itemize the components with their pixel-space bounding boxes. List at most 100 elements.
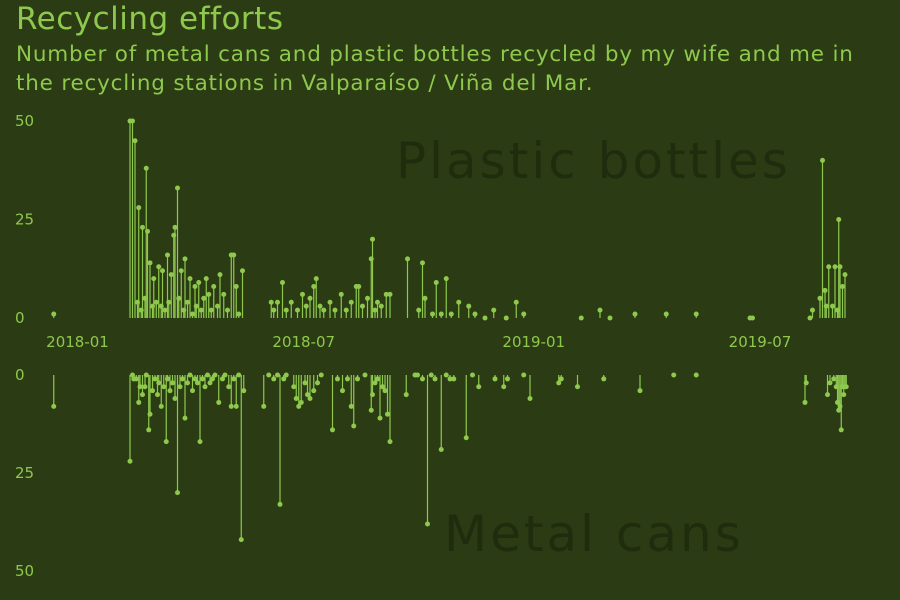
metal-cans-point	[226, 384, 232, 390]
plastic-bottles-point	[295, 307, 300, 313]
metal-cans-point	[803, 380, 809, 386]
metal-cans-point	[150, 388, 155, 394]
metal-cans-point	[222, 372, 228, 378]
plastic-bottles-point	[240, 268, 245, 274]
metal-cans-point	[146, 427, 152, 433]
plastic-bottles-point	[198, 307, 204, 313]
plastic-bottles-point	[271, 307, 277, 313]
metal-cans-point	[425, 521, 430, 527]
plastic-bottles-point	[160, 268, 165, 274]
plastic-bottles-point	[275, 299, 280, 305]
plastic-bottles-point	[156, 264, 162, 270]
metal-cans-point	[311, 388, 317, 394]
metal-cans-point	[463, 435, 469, 441]
plastic-bottles-point	[166, 299, 172, 305]
metal-cans-point	[527, 396, 533, 402]
plastic-bottles-point	[162, 307, 168, 313]
metal-cans-point	[377, 415, 383, 421]
metal-cans-point	[836, 407, 842, 413]
metal-cans-point	[825, 392, 830, 398]
metal-cans-point	[575, 384, 580, 390]
metal-cans-point	[802, 399, 808, 405]
plastic-bottles-point	[143, 165, 149, 171]
metal-cans-point	[180, 376, 185, 382]
plastic-bottles-point	[175, 185, 180, 191]
plastic-bottles-point	[597, 307, 603, 313]
metal-y-axis: 0 25 50	[15, 366, 34, 580]
metal-cans-point	[362, 372, 368, 378]
metal-cans-point	[340, 388, 345, 394]
plastic-bottles-point	[187, 276, 193, 282]
plastic-bottles-point	[370, 236, 375, 242]
plastic-bottles-point	[332, 307, 338, 313]
plastic-bottles-point	[307, 295, 313, 301]
metal-cans-point	[261, 403, 267, 409]
x-axis: 2018-01 2018-07 2019-01 2019-07	[46, 333, 791, 351]
metal-cans-point	[140, 392, 145, 398]
metal-cans-point	[451, 376, 457, 382]
plastic-bottles-point	[356, 283, 362, 289]
plastic-bottles-point	[201, 295, 207, 301]
plastic-bottles-point	[51, 311, 57, 317]
metal-cans-point	[428, 372, 434, 378]
metal-cans-point	[556, 380, 562, 386]
metal-y-tick-label: 25	[15, 464, 34, 482]
plastic-bottles-point	[482, 315, 488, 321]
plastic-bottles-point	[836, 217, 842, 222]
metal-cans-point	[277, 501, 283, 507]
metal-cans-point	[192, 376, 198, 382]
plastic-bottles-point	[375, 299, 380, 305]
plastic-bottles-point	[211, 283, 217, 289]
plastic-bottles-point	[185, 299, 190, 305]
plastic-bottles-point	[236, 311, 242, 317]
metal-cans-point	[521, 372, 527, 378]
plastic-y-tick-label: 0	[15, 309, 25, 327]
plastic-bottles-point	[810, 307, 815, 313]
metal-cans-point	[827, 380, 833, 386]
metal-cans-point	[228, 403, 234, 409]
metal-cans-point	[380, 384, 385, 390]
plastic-bottles-point	[321, 307, 327, 313]
metal-cans-point	[315, 380, 320, 386]
metal-cans-point	[298, 399, 304, 405]
metal-cans-point	[190, 388, 195, 394]
plastic-bottles-point	[221, 291, 227, 297]
plastic-bottles-point	[472, 311, 478, 317]
metal-y-tick-label: 0	[15, 366, 25, 384]
x-tick-label: 2019-07	[729, 333, 792, 351]
metal-cans-point	[370, 392, 375, 398]
metal-cans-point	[601, 376, 607, 382]
plastic-bottles-point	[215, 303, 220, 309]
plastic-bottles-point	[372, 307, 378, 313]
metal-cans-point	[202, 384, 208, 390]
metal-cans-point	[345, 376, 350, 382]
plastic-bottles-point	[136, 205, 142, 211]
plastic-bottles-point	[196, 280, 202, 286]
metal-cans-point	[205, 372, 210, 378]
plastic-bottles-point	[433, 280, 439, 286]
metal-cans-point	[212, 372, 218, 378]
metal-cans-point	[838, 427, 844, 433]
metal-cans-point	[187, 372, 193, 378]
metal-cans-point	[831, 376, 837, 382]
plastic-bottles-point	[842, 272, 848, 278]
plastic-bottles-point	[438, 311, 444, 317]
plastic-bottles-point	[182, 256, 188, 262]
plastic-bottles-point	[140, 224, 145, 230]
plastic-bottles-point	[832, 264, 838, 270]
metal-cans-point	[172, 396, 178, 402]
metal-cans-point	[165, 376, 170, 382]
plastic-bottles-point	[578, 315, 584, 321]
plastic-bottles-point	[823, 303, 829, 309]
plastic-bottles-point	[513, 299, 519, 305]
plastic-bottles-point	[208, 307, 214, 313]
metal-cans-point	[238, 537, 244, 543]
metal-cans-point	[403, 392, 409, 398]
chart-title: Recycling efforts	[16, 1, 284, 37]
metal-cans-point	[375, 376, 380, 382]
metal-cans-point	[438, 446, 444, 452]
plastic-bottles-point	[268, 299, 274, 305]
metal-cans-point	[843, 384, 849, 390]
metal-cans-point	[492, 376, 498, 382]
plastic-bottles-point	[338, 291, 344, 297]
